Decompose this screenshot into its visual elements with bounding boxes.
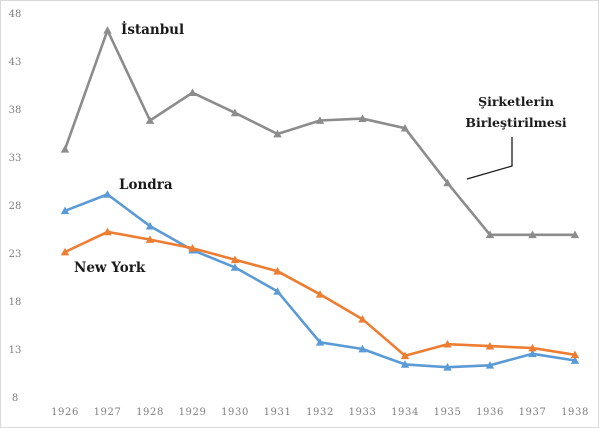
data-point-new-york — [315, 290, 325, 298]
data-point-londra — [570, 356, 580, 364]
data-point-londra — [400, 360, 410, 368]
data-point-new-york — [230, 255, 240, 264]
data-point-i-stanbul — [570, 230, 580, 239]
data-point-i-stanbul — [443, 178, 452, 187]
x-tick-label: 1934 — [391, 407, 419, 418]
y-tick-label: 28 — [9, 201, 22, 212]
annotation-line-1: Şirketlerin — [478, 94, 554, 109]
y-tick-label: 23 — [9, 249, 22, 260]
annotation-line-2: Birleştirilmesi — [465, 115, 566, 130]
data-point-new-york — [273, 267, 282, 275]
data-point-londra — [60, 206, 70, 215]
x-tick-label: 1937 — [519, 407, 547, 418]
series-label-new-york: New York — [74, 260, 146, 276]
data-point-i-stanbul — [485, 230, 495, 239]
series-markers — [60, 26, 580, 371]
y-tick-label: 33 — [9, 153, 22, 164]
y-tick-label: 43 — [9, 57, 22, 68]
series-lines — [63, 28, 577, 369]
data-point-i-stanbul — [145, 116, 155, 124]
x-tick-label: 1930 — [221, 407, 249, 418]
data-point-new-york — [145, 235, 155, 243]
data-point-londra — [273, 287, 282, 295]
data-point-i-stanbul — [528, 230, 537, 239]
data-point-new-york — [103, 227, 112, 236]
data-point-londra — [443, 363, 452, 371]
data-point-new-york — [358, 315, 367, 323]
data-point-i-stanbul — [60, 145, 70, 153]
x-tick-label: 1935 — [434, 407, 462, 418]
data-point-new-york — [485, 341, 495, 350]
annotation-leader-line — [466, 137, 513, 180]
data-point-i-stanbul — [188, 88, 197, 97]
data-point-londra — [145, 221, 155, 230]
data-point-i-stanbul — [273, 129, 282, 138]
data-point-new-york — [570, 350, 580, 359]
x-tick-label: 1928 — [136, 407, 164, 418]
data-point-londra — [358, 344, 367, 353]
data-point-new-york — [400, 351, 410, 360]
y-tick-label: 8 — [12, 393, 18, 404]
data-point-londra — [315, 338, 325, 346]
x-tick-label: 1933 — [349, 407, 377, 418]
data-point-new-york — [188, 244, 197, 252]
x-axis-ticks: 1926 1927 1928 1929 1930 1931 1932 1933 1934 1935… — [51, 407, 589, 418]
data-point-londra — [230, 263, 240, 271]
x-tick-label: 1929 — [179, 407, 207, 418]
data-point-i-stanbul — [315, 116, 325, 124]
y-tick-label: 48 — [9, 9, 22, 20]
data-point-i-stanbul — [358, 114, 367, 122]
data-point-new-york — [443, 340, 452, 348]
data-point-londra — [485, 361, 495, 369]
x-tick-label: 1926 — [51, 407, 79, 418]
y-axis-ticks: 8 13 18 23 28 33 38 43 48 — [9, 9, 22, 404]
series-label-londra: Londra — [119, 177, 173, 193]
x-tick-label: 1938 — [561, 407, 589, 418]
x-tick-label: 1931 — [264, 407, 292, 418]
data-point-i-stanbul — [400, 124, 410, 132]
data-point-londra — [528, 349, 537, 358]
data-point-i-stanbul — [230, 108, 240, 117]
y-tick-label: 13 — [9, 345, 22, 356]
data-point-new-york — [528, 343, 537, 352]
y-tick-label: 38 — [9, 105, 22, 116]
x-tick-label: 1936 — [476, 407, 504, 418]
x-tick-label: 1927 — [94, 407, 122, 418]
data-point-new-york — [60, 247, 70, 256]
x-tick-label: 1932 — [306, 407, 334, 418]
y-tick-label: 18 — [9, 297, 22, 308]
data-point-i-stanbul — [103, 26, 112, 34]
data-point-londra — [103, 190, 112, 198]
series-line-i-stanbul — [63, 28, 577, 237]
series-label-istanbul: İstanbul — [121, 22, 184, 38]
